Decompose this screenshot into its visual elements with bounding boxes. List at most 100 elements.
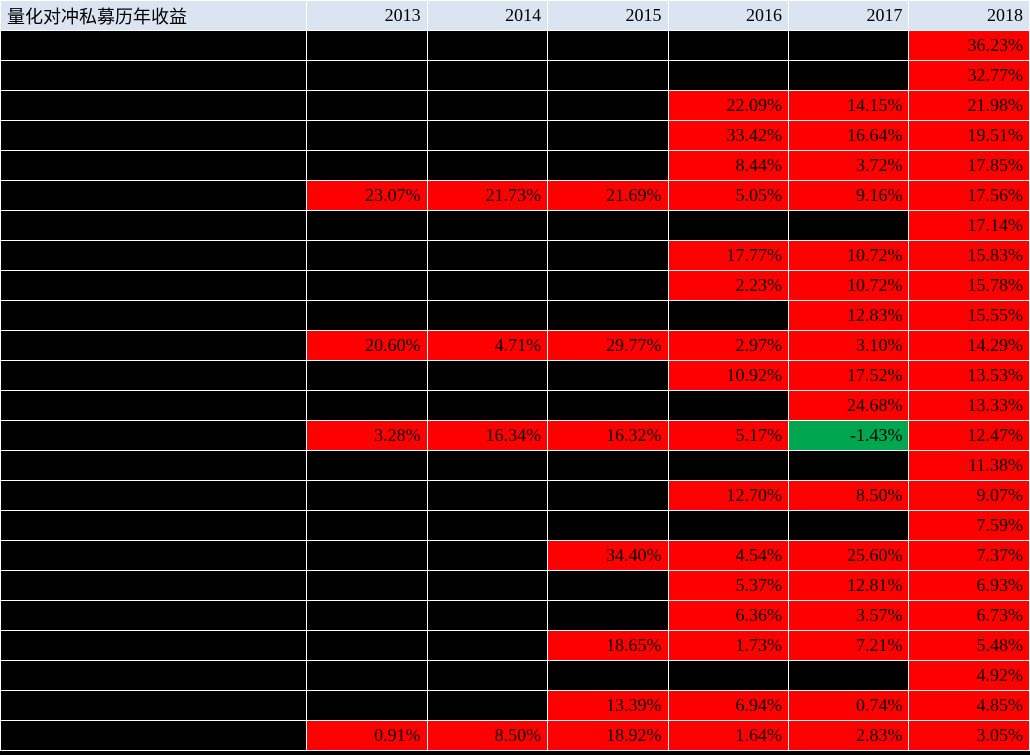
fund-name-cell xyxy=(1,691,307,721)
value-cell: 16.34% xyxy=(427,421,547,451)
value-cell: 19.51% xyxy=(909,121,1030,151)
table-row: 8.44%3.72%17.85% xyxy=(1,151,1030,181)
value-cell: 10.72% xyxy=(789,241,909,271)
returns-table: 量化对冲私募历年收益 2013 2014 2015 2016 2017 2018… xyxy=(0,0,1030,751)
fund-name-cell xyxy=(1,151,307,181)
header-year-2015: 2015 xyxy=(548,1,668,31)
value-cell xyxy=(307,241,427,271)
value-cell: 13.53% xyxy=(909,361,1030,391)
value-cell: 8.44% xyxy=(668,151,788,181)
value-cell: 15.55% xyxy=(909,301,1030,331)
value-cell: 18.65% xyxy=(548,631,668,661)
value-cell: 18.92% xyxy=(548,721,668,751)
value-cell xyxy=(427,271,547,301)
value-cell: 9.16% xyxy=(789,181,909,211)
value-cell: 21.69% xyxy=(548,181,668,211)
value-cell xyxy=(427,301,547,331)
value-cell: 3.28% xyxy=(307,421,427,451)
value-cell: 2.23% xyxy=(668,271,788,301)
value-cell xyxy=(789,61,909,91)
value-cell xyxy=(427,691,547,721)
value-cell xyxy=(427,481,547,511)
value-cell: 6.93% xyxy=(909,571,1030,601)
value-cell xyxy=(789,661,909,691)
table-row: 33.42%16.64%19.51% xyxy=(1,121,1030,151)
value-cell xyxy=(548,211,668,241)
value-cell xyxy=(307,91,427,121)
table-row: 17.14% xyxy=(1,211,1030,241)
value-cell xyxy=(307,121,427,151)
fund-name-cell xyxy=(1,511,307,541)
value-cell xyxy=(307,571,427,601)
table-row: 17.77%10.72%15.83% xyxy=(1,241,1030,271)
fund-name-cell xyxy=(1,211,307,241)
value-cell xyxy=(548,391,668,421)
value-cell xyxy=(548,661,668,691)
value-cell xyxy=(548,301,668,331)
value-cell: 13.33% xyxy=(909,391,1030,421)
fund-name-cell xyxy=(1,421,307,451)
value-cell xyxy=(307,451,427,481)
value-cell xyxy=(548,511,668,541)
header-name-col: 量化对冲私募历年收益 xyxy=(1,1,307,31)
value-cell: 17.85% xyxy=(909,151,1030,181)
value-cell: 9.07% xyxy=(909,481,1030,511)
table-row: 22.09%14.15%21.98% xyxy=(1,91,1030,121)
header-year-2017: 2017 xyxy=(789,1,909,31)
value-cell: 5.05% xyxy=(668,181,788,211)
value-cell: 12.70% xyxy=(668,481,788,511)
value-cell xyxy=(427,451,547,481)
value-cell: 12.47% xyxy=(909,421,1030,451)
table-row: 0.91%8.50%18.92%1.64%2.83%3.05% xyxy=(1,721,1030,751)
fund-name-cell xyxy=(1,331,307,361)
fund-name-cell xyxy=(1,91,307,121)
fund-name-cell xyxy=(1,601,307,631)
value-cell: 11.38% xyxy=(909,451,1030,481)
value-cell: 14.29% xyxy=(909,331,1030,361)
value-cell xyxy=(548,271,668,301)
header-year-2018: 2018 xyxy=(909,1,1030,31)
value-cell xyxy=(427,541,547,571)
value-cell xyxy=(427,31,547,61)
value-cell xyxy=(427,61,547,91)
value-cell: 3.10% xyxy=(789,331,909,361)
fund-name-cell xyxy=(1,181,307,211)
value-cell: 1.64% xyxy=(668,721,788,751)
value-cell: -1.43% xyxy=(789,421,909,451)
table-row: 23.07%21.73%21.69%5.05%9.16%17.56% xyxy=(1,181,1030,211)
value-cell: 24.68% xyxy=(789,391,909,421)
value-cell: 17.56% xyxy=(909,181,1030,211)
value-cell xyxy=(307,301,427,331)
table-row: 36.23% xyxy=(1,31,1030,61)
header-year-2016: 2016 xyxy=(668,1,788,31)
fund-name-cell xyxy=(1,391,307,421)
value-cell: 22.09% xyxy=(668,91,788,121)
value-cell xyxy=(789,31,909,61)
fund-name-cell xyxy=(1,541,307,571)
fund-name-cell xyxy=(1,241,307,271)
table-row: 18.65%1.73%7.21%5.48% xyxy=(1,631,1030,661)
value-cell: 15.83% xyxy=(909,241,1030,271)
value-cell xyxy=(789,511,909,541)
value-cell xyxy=(427,211,547,241)
value-cell xyxy=(307,661,427,691)
header-year-2013: 2013 xyxy=(307,1,427,31)
value-cell: 17.14% xyxy=(909,211,1030,241)
table-row: 24.68%13.33% xyxy=(1,391,1030,421)
fund-name-cell xyxy=(1,31,307,61)
value-cell xyxy=(668,211,788,241)
value-cell xyxy=(427,361,547,391)
value-cell xyxy=(789,211,909,241)
value-cell: 4.54% xyxy=(668,541,788,571)
fund-name-cell xyxy=(1,481,307,511)
value-cell: 7.21% xyxy=(789,631,909,661)
fund-name-cell xyxy=(1,451,307,481)
table-row: 10.92%17.52%13.53% xyxy=(1,361,1030,391)
value-cell: 8.50% xyxy=(789,481,909,511)
value-cell: 4.92% xyxy=(909,661,1030,691)
value-cell: 1.73% xyxy=(668,631,788,661)
value-cell xyxy=(427,151,547,181)
value-cell: 16.64% xyxy=(789,121,909,151)
table-row: 6.36%3.57%6.73% xyxy=(1,601,1030,631)
value-cell: 17.52% xyxy=(789,361,909,391)
